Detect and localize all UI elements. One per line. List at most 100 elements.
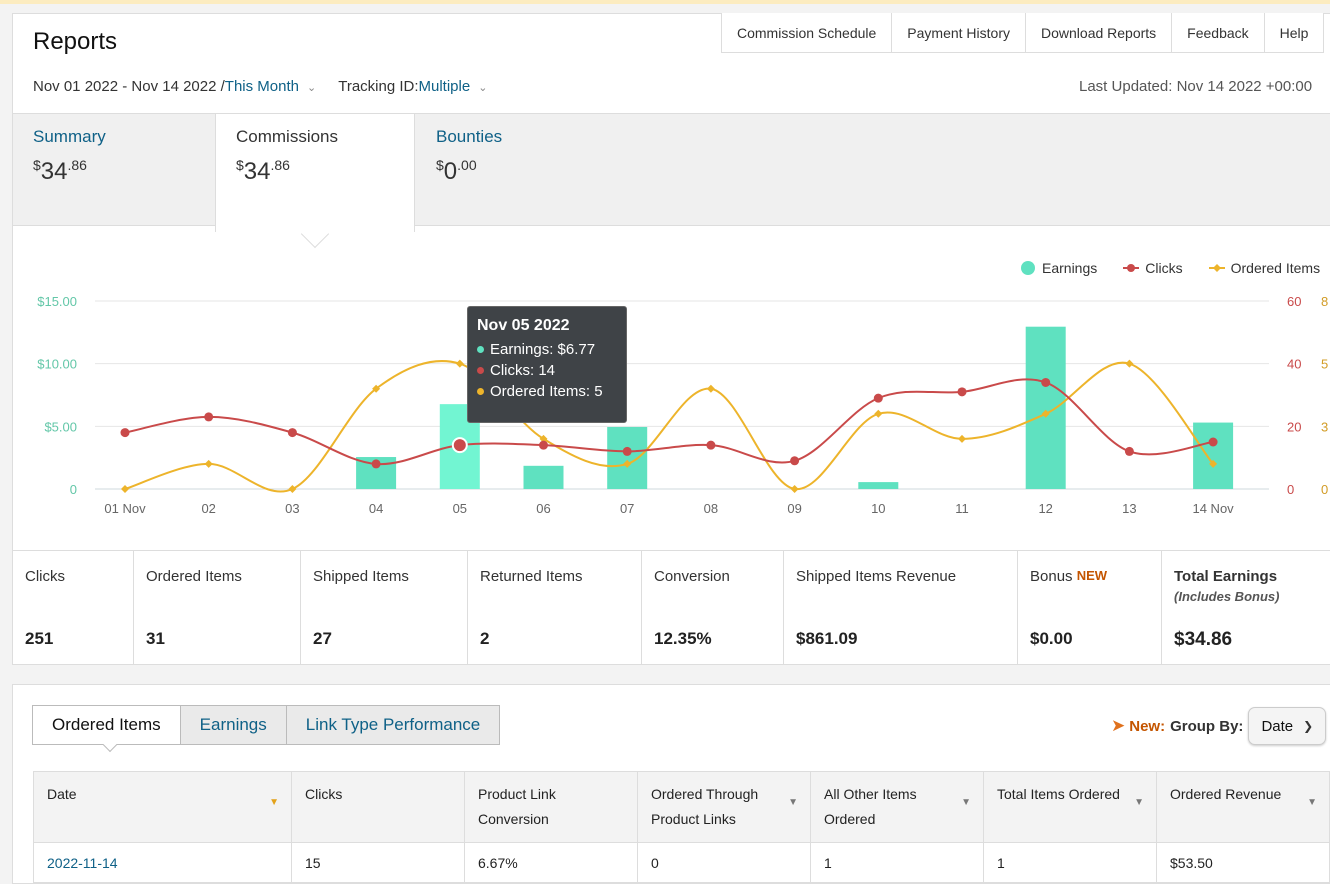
download-reports-tab[interactable]: Download Reports [1025,13,1173,53]
clicks-point [622,446,632,456]
commissions-tab[interactable]: Commissions $34.86 [215,114,415,232]
tooltip-date: Nov 05 2022 [477,317,570,334]
feedback-tab[interactable]: Feedback [1171,13,1265,53]
new-badge: NEW [1076,568,1108,583]
ordered-items-point [706,384,715,393]
chevron-down-icon: ❯ [1303,719,1314,733]
summary-tabs: Summary $34.86 Commissions $34.86 Bounti… [13,113,1330,232]
col-all-other-items[interactable]: All Other Items Ordered ▼ [810,771,984,843]
date-range-text: Nov 01 2022 - Nov 14 2022 / [33,78,225,95]
report-filters: Nov 01 2022 - Nov 14 2022 / This Month ⌄… [33,78,509,95]
col-product-link-conversion[interactable]: Product Link Conversion [464,771,638,843]
table-header-row: Date ▼ Clicks Product Link Conversion Ord… [33,771,1330,843]
legend-ordered-items[interactable]: Ordered Items [1208,260,1321,276]
commission-schedule-tab[interactable]: Commission Schedule [721,13,893,53]
tab-link-type-performance[interactable]: Link Type Performance [285,705,501,745]
y-right2-tick: 0 [1321,482,1328,497]
col-total-items[interactable]: Total Items Ordered ▼ [983,771,1157,843]
y-right2-tick: 3 [1321,419,1328,434]
ordered-items-point [623,459,632,468]
last-updated: Last Updated: Nov 14 2022 +00:00 [1079,78,1313,95]
y-left-tick: $15.00 [37,294,77,309]
metric-returned-items-label: Returned Items [480,568,583,585]
tracking-label: Tracking ID: [338,78,419,95]
summary-tab[interactable]: Summary $34.86 [13,114,213,231]
earnings-bar [523,465,564,489]
col-clicks[interactable]: Clicks [291,771,465,843]
metric-conversion-value: 12.35% [654,629,712,648]
clicks-point [873,393,883,403]
help-tab[interactable]: Help [1263,13,1325,53]
metrics-row: Clicks 251 Ordered Items 31 Shipped Item… [13,550,1330,665]
clicks-point [451,437,468,454]
sort-icon[interactable]: ▼ [1307,797,1317,808]
ordered-items-point [539,434,548,443]
ordered-items-point [1125,359,1134,368]
chevron-down-icon[interactable]: ⌄ [478,82,488,94]
group-by-new-label: New: [1129,717,1166,735]
group-by-label: Group By: [1170,717,1244,735]
y-right2-tick: 8 [1321,294,1328,309]
row-ordered-revenue: $53.50 [1156,842,1330,883]
tab-earnings[interactable]: Earnings [179,705,287,745]
metric-conversion-label: Conversion [654,568,730,585]
x-tick-label: 09 [787,501,801,516]
y-right-tick: 20 [1287,419,1301,434]
clicks-point [1041,377,1051,387]
clicks-point [790,456,800,466]
col-date[interactable]: Date ▼ [33,771,292,843]
col-ordered-revenue[interactable]: Ordered Revenue ▼ [1156,771,1330,843]
legend-clicks[interactable]: Clicks [1123,260,1183,276]
sort-icon[interactable]: ▼ [1134,797,1144,808]
metric-total-earnings-value: $34.86 [1174,629,1233,650]
earnings-bar [858,482,899,489]
rocket-icon: ➤ [1111,716,1126,735]
date-preset-dropdown[interactable]: This Month [224,78,299,95]
metric-total-earnings: Total Earnings (Includes Bonus) $34.86 [1162,551,1330,665]
x-tick-label: 03 [285,501,299,516]
chart-legend: Earnings Clicks Ordered Items [1021,260,1330,276]
bounties-tab-label: Bounties [436,127,503,146]
tracking-id-dropdown[interactable]: Multiple [418,78,471,95]
ordered-items-point [455,359,464,368]
y-left-tick: 0 [70,482,77,497]
tooltip-earnings: Earnings: $6.77 [477,341,617,358]
legend-earnings[interactable]: Earnings [1021,260,1097,276]
payment-history-tab[interactable]: Payment History [891,13,1026,53]
x-tick-label: 11 [955,501,969,516]
ordered-items-point [288,485,297,493]
chevron-down-icon[interactable]: ⌄ [307,82,317,94]
sort-icon[interactable]: ▼ [961,797,971,808]
metric-returned-items: Returned Items 2 [468,551,642,665]
sort-icon[interactable]: ▼ [788,797,798,808]
metric-bonus-value: $0.00 [1030,629,1073,648]
y-right-tick: 60 [1287,294,1301,309]
metric-returned-items-value: 2 [480,629,490,648]
earnings-bar [1193,422,1234,489]
clicks-point [371,459,381,469]
y-right2-tick: 5 [1321,357,1328,372]
metric-shipped-items: Shipped Items 27 [301,551,468,665]
legend-ordered-label: Ordered Items [1230,260,1321,276]
clicks-point [1208,437,1218,447]
commissions-tab-label: Commissions [236,127,339,146]
row-clicks: 15 [291,842,465,883]
tab-ordered-items[interactable]: Ordered Items [32,705,181,745]
sort-desc-icon[interactable]: ▼ [269,797,279,808]
col-ordered-through-links[interactable]: Ordered Through Product Links ▼ [637,771,811,843]
ordered-items-point [958,434,966,443]
x-tick-label: 01 Nov [104,501,146,516]
metric-ordered-items: Ordered Items 31 [134,551,301,665]
top-accent-bar [0,0,1330,4]
table-row: 2022-11-14 15 6.67% 0 1 1 $53.50 [33,842,1330,883]
y-left-tick: $5.00 [44,419,77,434]
ordered-items-point [1041,409,1050,418]
report-panel: Reports Commission Schedule Payment Hist… [12,13,1330,665]
bounties-tab[interactable]: Bounties $0.00 [416,114,616,231]
tooltip-ordered-items: Ordered Items: 5 [477,383,617,400]
metric-ordered-items-label: Ordered Items [146,568,242,585]
clicks-point [957,387,967,397]
legend-clicks-marker [1123,264,1140,272]
group-by-select[interactable]: Date ❯ [1248,707,1327,745]
row-date-link[interactable]: 2022-11-14 [33,842,292,883]
